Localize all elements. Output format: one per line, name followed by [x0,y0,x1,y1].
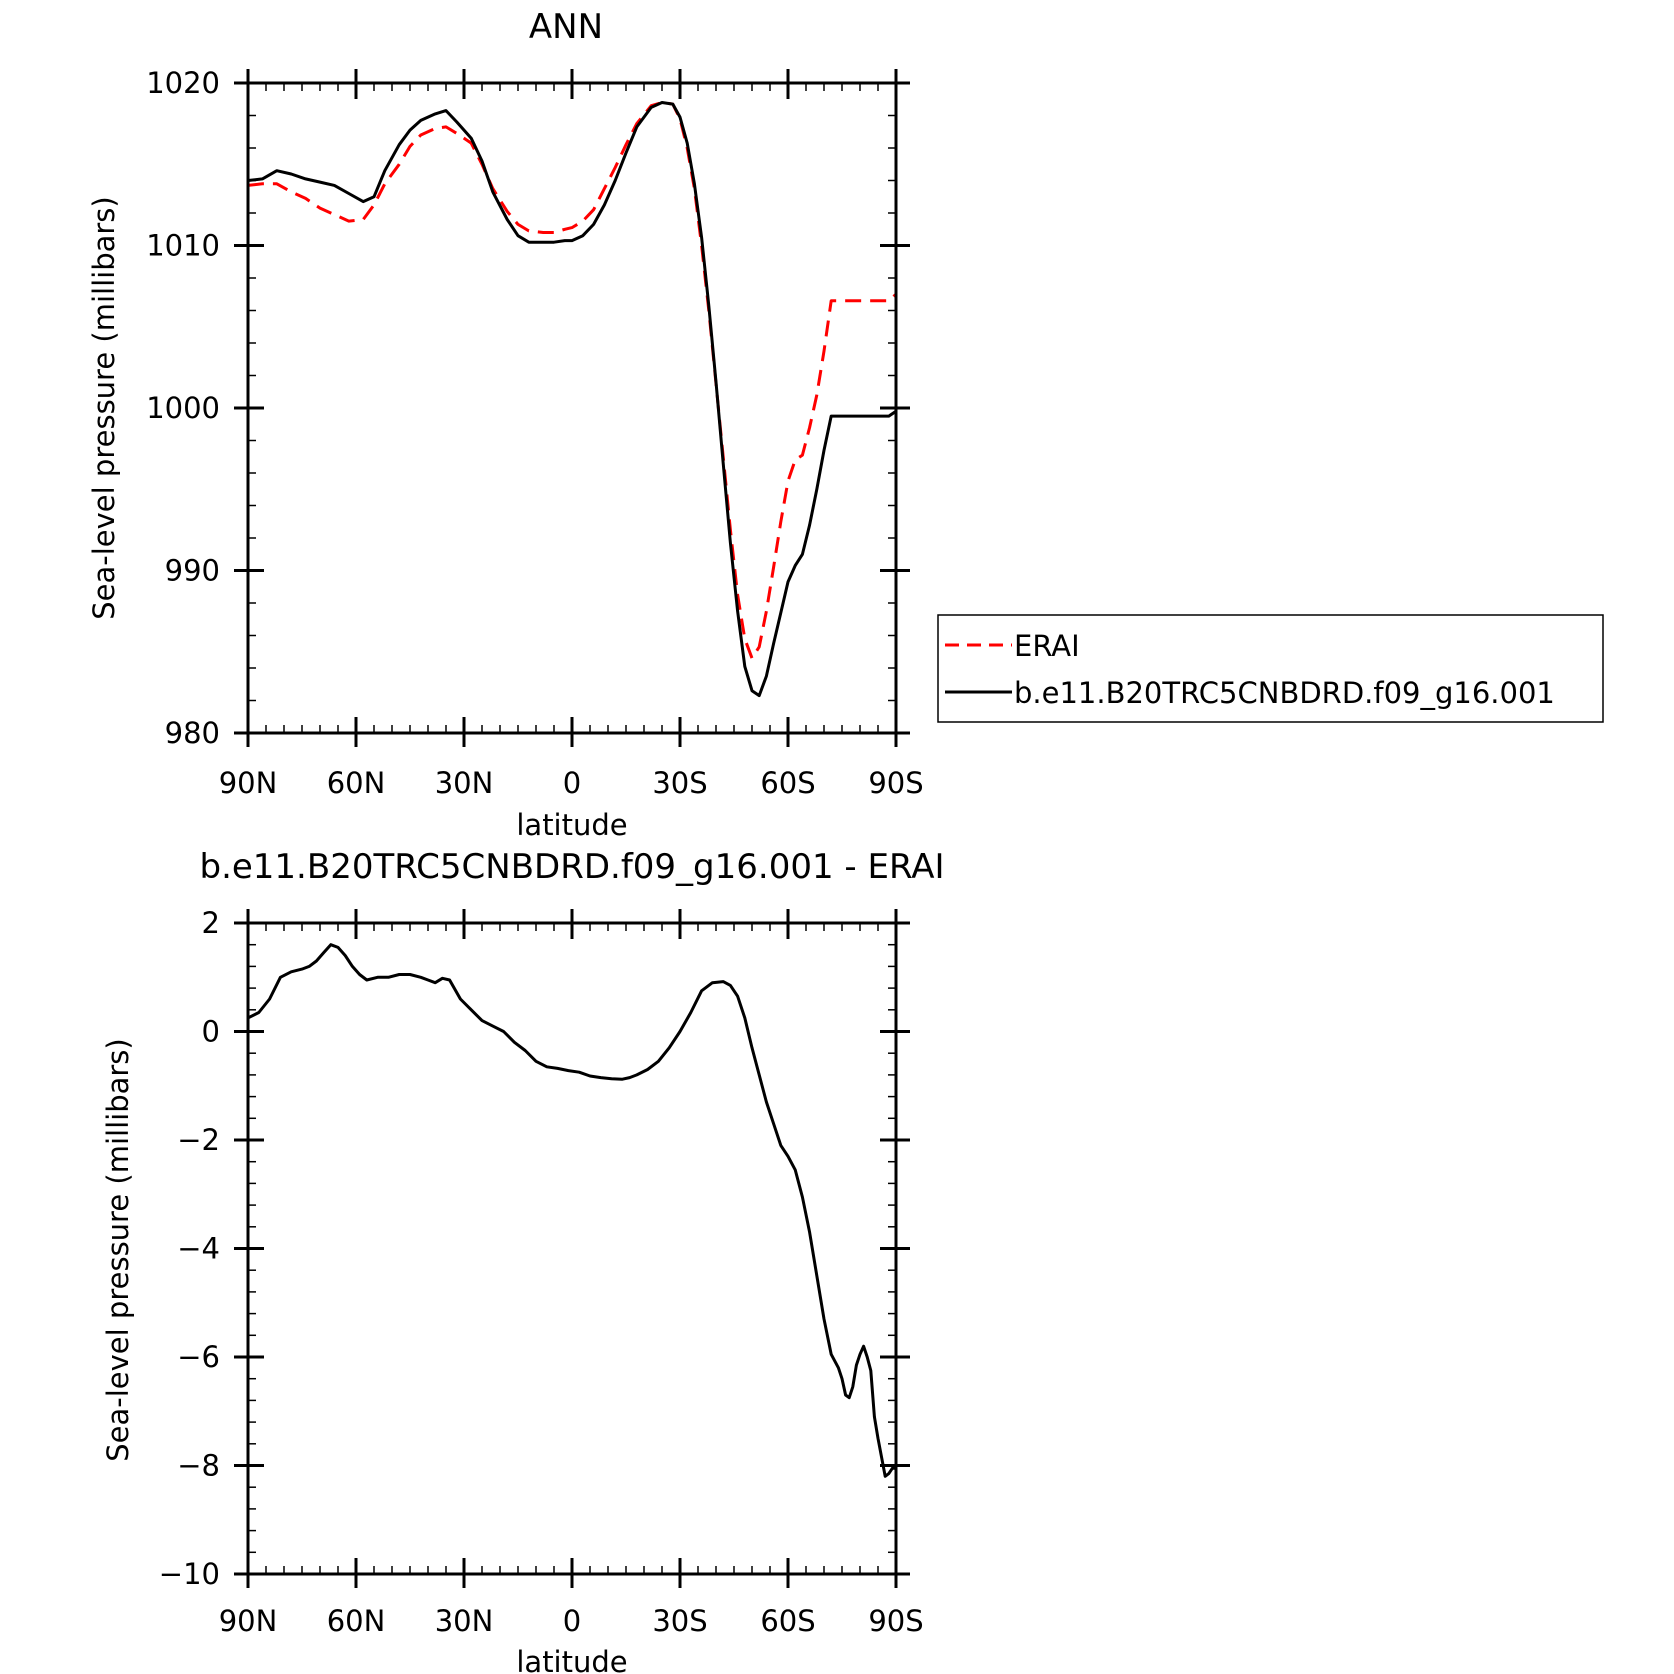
x-tick-label: 60N [327,1604,386,1638]
y-tick-label: 1000 [146,391,220,425]
x-tick-label: 30S [652,766,707,800]
chart-bottom: b.e11.B20TRC5CNBDRD.f09_g16.001 - ERAI −… [101,847,945,1674]
chart-top-title: ANN [529,7,603,47]
y-tick-label: −8 [177,1449,220,1483]
y-tick-label: −10 [159,1557,220,1591]
y-tick-label: 990 [165,554,220,588]
chart-bottom-x-tick-labels: 90N 60N 30N 0 30S 60S 90S [219,1604,924,1638]
chart-top-frame [246,81,898,735]
x-tick-label: 0 [563,1604,581,1638]
x-tick-label: 90S [868,766,923,800]
x-tick-label: 60S [760,1604,815,1638]
chart-top-x-tick-labels: 90N 60N 30N 0 30S 60S 90S [219,766,924,800]
x-tick-label: 0 [563,766,581,800]
chart-bottom-frame [246,921,898,1576]
x-tick-label: 30N [435,1604,494,1638]
x-tick-label: 30S [652,1604,707,1638]
y-tick-label: −2 [177,1123,220,1157]
legend: ERAI b.e11.B20TRC5CNBDRD.f09_g16.001 [937,614,1604,723]
chart-bottom-series-difference-line [248,943,896,1478]
chart-bottom-title: b.e11.B20TRC5CNBDRD.f09_g16.001 - ERAI [199,847,944,887]
chart-top-y-tick-labels: 980 990 1000 1010 1020 [146,66,220,750]
chart-top-series-erai-line [248,101,896,660]
chart-top-lines [248,101,896,698]
x-tick-label: 90S [868,1604,923,1638]
y-tick-label: 980 [165,716,220,750]
chart-bottom-ylabel: Sea-level pressure (millibars) [101,1038,135,1461]
chart-bottom-xlabel: latitude [516,1645,627,1674]
chart-top-ticks [234,69,910,747]
y-tick-label: 1020 [146,66,220,100]
x-tick-label: 60N [327,766,386,800]
chart-bottom-ticks [234,909,910,1588]
chart-top-xlabel: latitude [516,808,627,842]
chart-top-series-b-e11-b20trc5cnbdrd-f09-g16-001-line [248,101,896,698]
y-tick-label: −4 [177,1232,220,1266]
x-tick-label: 30N [435,766,494,800]
y-tick-label: 0 [202,1015,220,1049]
x-tick-label: 60S [760,766,815,800]
y-tick-label: 2 [202,906,220,940]
y-tick-label: 1010 [146,229,220,263]
chart-top-ylabel: Sea-level pressure (millibars) [87,196,121,619]
legend-label-erai: ERAI [1014,629,1080,663]
x-tick-label: 90N [219,1604,278,1638]
legend-box [937,614,1604,723]
chart-bottom-lines [248,943,896,1478]
y-tick-label: −6 [177,1340,220,1374]
chart-bottom-y-tick-labels: −10 −8 −6 −4 −2 0 2 [159,906,220,1591]
legend-label-model: b.e11.B20TRC5CNBDRD.f09_g16.001 [1014,676,1555,710]
x-tick-label: 90N [219,766,278,800]
